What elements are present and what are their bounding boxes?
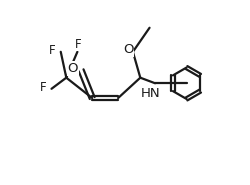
Text: O: O	[122, 43, 133, 56]
Text: F: F	[75, 38, 81, 51]
Text: HN: HN	[140, 87, 160, 100]
Text: F: F	[49, 44, 56, 57]
Text: F: F	[40, 81, 46, 94]
Text: O: O	[67, 62, 78, 75]
